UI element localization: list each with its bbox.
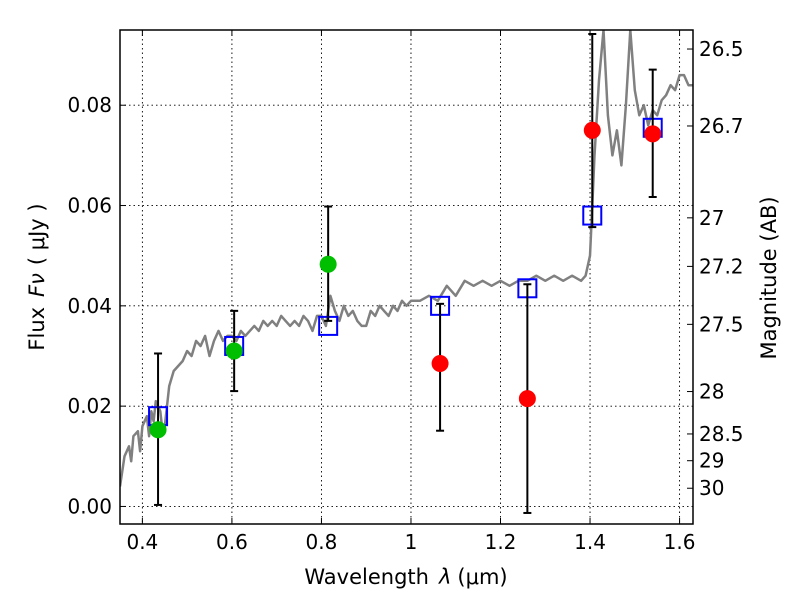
x-tick-label: 1.4 xyxy=(574,530,606,554)
y-tick-label: 0.02 xyxy=(67,394,112,418)
y-tick-label: 0.08 xyxy=(67,93,112,117)
x-tick-label: 1.6 xyxy=(664,530,696,554)
y2-tick-label: 29 xyxy=(699,449,724,473)
axis-ticks xyxy=(120,30,693,524)
detection-point xyxy=(319,255,337,273)
y2-axis-title: Magnitude (AB) xyxy=(757,196,781,359)
x-tick-label: 1 xyxy=(405,530,418,554)
plot-frame xyxy=(119,29,694,525)
x-tick-label: 0.8 xyxy=(306,530,338,554)
non-detection-point xyxy=(583,121,601,139)
plot-area xyxy=(120,30,693,514)
non-detection-point xyxy=(518,390,536,408)
sed-model-line xyxy=(120,30,693,487)
x-axis-title: Wavelength λ (μm) xyxy=(304,565,507,589)
y2-tick-label: 27.2 xyxy=(699,254,744,278)
non-detection-point xyxy=(644,125,662,143)
y2-tick-label: 26.7 xyxy=(699,114,744,138)
y2-tick-label: 26.5 xyxy=(699,37,744,61)
detection-point xyxy=(149,421,167,439)
y-tick-label: 0.06 xyxy=(67,194,112,218)
x-tick-label: 0.6 xyxy=(216,530,248,554)
y-tick-label: 0.00 xyxy=(67,494,112,518)
x-tick-label: 1.2 xyxy=(485,530,517,554)
y2-tick-label: 28 xyxy=(699,380,724,404)
y2-tick-label: 28.5 xyxy=(699,422,744,446)
x-tick-label: 0.4 xyxy=(126,530,158,554)
y2-tick-label: 27.5 xyxy=(699,312,744,336)
y2-tick-label: 30 xyxy=(699,476,724,500)
detection-point xyxy=(225,342,243,360)
non-detection-point xyxy=(431,355,449,373)
y-axis-title: FluxFν( μJy ) xyxy=(25,203,49,350)
y2-tick-label: 27 xyxy=(699,206,724,230)
y-tick-label: 0.04 xyxy=(67,294,112,318)
